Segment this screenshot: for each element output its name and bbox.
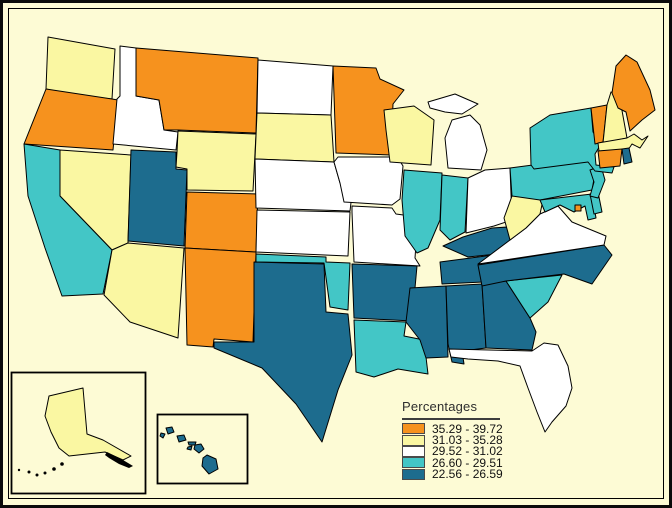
legend-swatch-teal <box>402 457 425 469</box>
state-illinois <box>401 169 443 254</box>
aleutian-island-dot <box>52 467 56 471</box>
state-wyoming <box>175 130 257 192</box>
hawaii-inset <box>156 413 249 485</box>
island-big-island <box>201 454 219 475</box>
legend-label: 31.03 - 35.28 <box>432 433 503 448</box>
legend-row: 31.03 - 35.28 <box>402 433 542 448</box>
alaska-panhandle <box>105 452 133 468</box>
state-louisiana <box>353 319 429 378</box>
state-kansas <box>255 209 351 257</box>
state-florida <box>448 342 573 433</box>
state-north-carolina <box>477 244 613 287</box>
legend-divider <box>402 418 500 420</box>
state-alaska <box>44 387 132 461</box>
aleutian-island-dot <box>43 471 47 475</box>
map-inner-border <box>8 8 664 499</box>
state-iowa <box>333 156 404 206</box>
state-oregon <box>23 88 119 151</box>
island-oahu <box>176 434 187 443</box>
state-michigan <box>444 114 488 171</box>
legend: Percentages 35.29 - 39.72 31.03 - 35.28 … <box>402 399 542 482</box>
state-rhode-island <box>621 147 633 165</box>
legend-swatch-white <box>402 445 425 457</box>
legend-row: 35.29 - 39.72 <box>402 421 542 436</box>
aleutian-island-dot <box>60 462 64 466</box>
state-new-mexico <box>184 247 257 348</box>
states-layer <box>23 36 656 443</box>
aleutian-island-dot <box>17 468 21 472</box>
alaska-inset-box <box>10 371 147 495</box>
state-south-carolina <box>505 274 563 319</box>
legend-row: 29.52 - 31.02 <box>402 444 542 459</box>
legend-label: 26.60 - 29.51 <box>432 455 503 470</box>
legend-label: 22.56 - 26.59 <box>432 467 503 482</box>
state-district-of-columbia <box>574 204 582 212</box>
aleutian-island-dot <box>27 470 31 474</box>
island-kauai <box>165 426 175 435</box>
legend-swatch-orange <box>402 423 425 435</box>
state-texas <box>213 261 353 443</box>
state-washington <box>45 36 116 100</box>
state-connecticut <box>597 148 623 169</box>
legend-label: 29.52 - 31.02 <box>432 444 503 459</box>
legend-label: 35.29 - 39.72 <box>432 421 503 436</box>
legend-title: Percentages <box>402 399 478 414</box>
state-michigan-upper-peninsula <box>427 93 479 115</box>
state-arizona <box>103 242 185 339</box>
alaska-inset <box>10 371 147 495</box>
island-lanai <box>186 445 193 451</box>
island-niihau <box>159 432 166 439</box>
state-north-dakota <box>256 59 334 116</box>
legend-row: 26.60 - 29.51 <box>402 455 542 470</box>
state-utah <box>127 149 188 247</box>
legend-swatch-yellow <box>402 434 425 446</box>
legend-swatch-darkblue <box>402 468 425 480</box>
state-wisconsin <box>383 105 435 166</box>
island-maui <box>193 443 205 454</box>
state-california <box>23 143 113 297</box>
state-indiana <box>439 174 469 241</box>
state-south-dakota <box>254 112 335 163</box>
state-virginia <box>477 205 607 265</box>
state-new-york <box>529 107 615 174</box>
state-colorado <box>184 191 259 253</box>
state-new-hampshire <box>602 91 628 144</box>
aleutian-island-dot <box>35 473 39 477</box>
hawaii-inset-box <box>156 413 249 485</box>
state-maine <box>611 54 656 132</box>
state-missouri <box>351 205 421 267</box>
legend-row: 22.56 - 26.59 <box>402 467 542 482</box>
